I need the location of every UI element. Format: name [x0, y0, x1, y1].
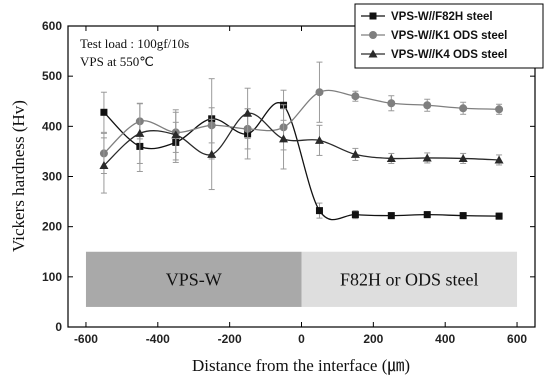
x-tick-label: -200	[218, 332, 242, 346]
legend-box	[354, 3, 544, 69]
legend: VPS-W//F82H steel VPS-W//K1 ODS steel VPS-…	[354, 3, 544, 69]
data-point-triangle	[494, 155, 504, 164]
data-point-square	[387, 212, 395, 220]
axes: -600 -400 -200 0 200 400 600 0 100 200 300 400 500 60…	[42, 19, 536, 346]
data-point-square	[100, 108, 108, 116]
legend-marker	[369, 12, 377, 20]
series-line	[103, 102, 500, 221]
region-label-1: F82H or ODS steel	[340, 269, 479, 289]
data-point-circle	[495, 105, 504, 114]
y-tick-label: 0	[55, 320, 62, 334]
y-tick-label: 400	[42, 119, 62, 133]
legend-entry: VPS-W//F82H steel	[391, 11, 493, 23]
x-tick-label: 0	[298, 332, 305, 346]
legend-marker	[369, 31, 377, 39]
data-point-square	[315, 207, 323, 215]
data-point-triangle	[314, 135, 324, 144]
region-bands: VPS-W F82H or ODS steel	[85, 251, 518, 307]
x-tick-label: 600	[507, 332, 527, 346]
data-point-triangle	[350, 149, 360, 158]
data-point-triangle	[243, 108, 253, 117]
data-point-triangle	[458, 153, 468, 162]
legend-entry: VPS-W//K4 ODS steel	[391, 49, 507, 61]
data-point-circle	[459, 104, 468, 113]
data-point-square	[459, 212, 467, 220]
data-point-triangle	[135, 128, 145, 137]
legend-marker	[368, 49, 378, 58]
data-point-triangle	[422, 153, 432, 162]
series-0	[100, 78, 503, 221]
y-tick-label: 200	[42, 220, 62, 234]
series-2	[99, 87, 504, 194]
data-point-circle	[351, 92, 360, 101]
x-tick-label: 400	[435, 332, 455, 346]
data-point-square	[351, 211, 359, 219]
data-point-triangle	[171, 130, 181, 139]
annotation-vps-temp: VPS at 550℃	[80, 54, 154, 69]
series-line	[103, 112, 500, 166]
region-band-1	[301, 251, 518, 307]
y-tick-label: 500	[42, 69, 62, 83]
data-point-triangle	[386, 153, 396, 162]
x-tick-label: -400	[146, 332, 170, 346]
data-point-triangle	[207, 149, 217, 158]
annotation-test-load: Test load : 100gf/10s	[80, 36, 189, 51]
x-tick-label: -600	[74, 332, 98, 346]
y-tick-label: 100	[42, 270, 62, 284]
y-tick-label: 600	[42, 19, 62, 33]
data-point-triangle	[99, 160, 109, 169]
x-axis-title: Distance from the interface (㎛)	[192, 356, 410, 376]
region-label-0: VPS-W	[166, 269, 222, 289]
data-point-triangle	[279, 134, 289, 143]
region-band-0	[85, 251, 302, 307]
legend-entry: VPS-W//K1 ODS steel	[391, 30, 507, 42]
series-line	[103, 89, 500, 154]
data-point-circle	[387, 99, 396, 108]
data-point-square	[495, 212, 503, 220]
y-tick-label: 300	[42, 170, 62, 184]
data-point-circle	[423, 101, 432, 110]
data-point-circle	[315, 88, 324, 97]
data-point-square	[423, 211, 431, 219]
y-axis-title: Vickers hardness (Hv)	[9, 100, 28, 252]
data-series	[99, 61, 504, 221]
x-tick-label: 200	[363, 332, 383, 346]
